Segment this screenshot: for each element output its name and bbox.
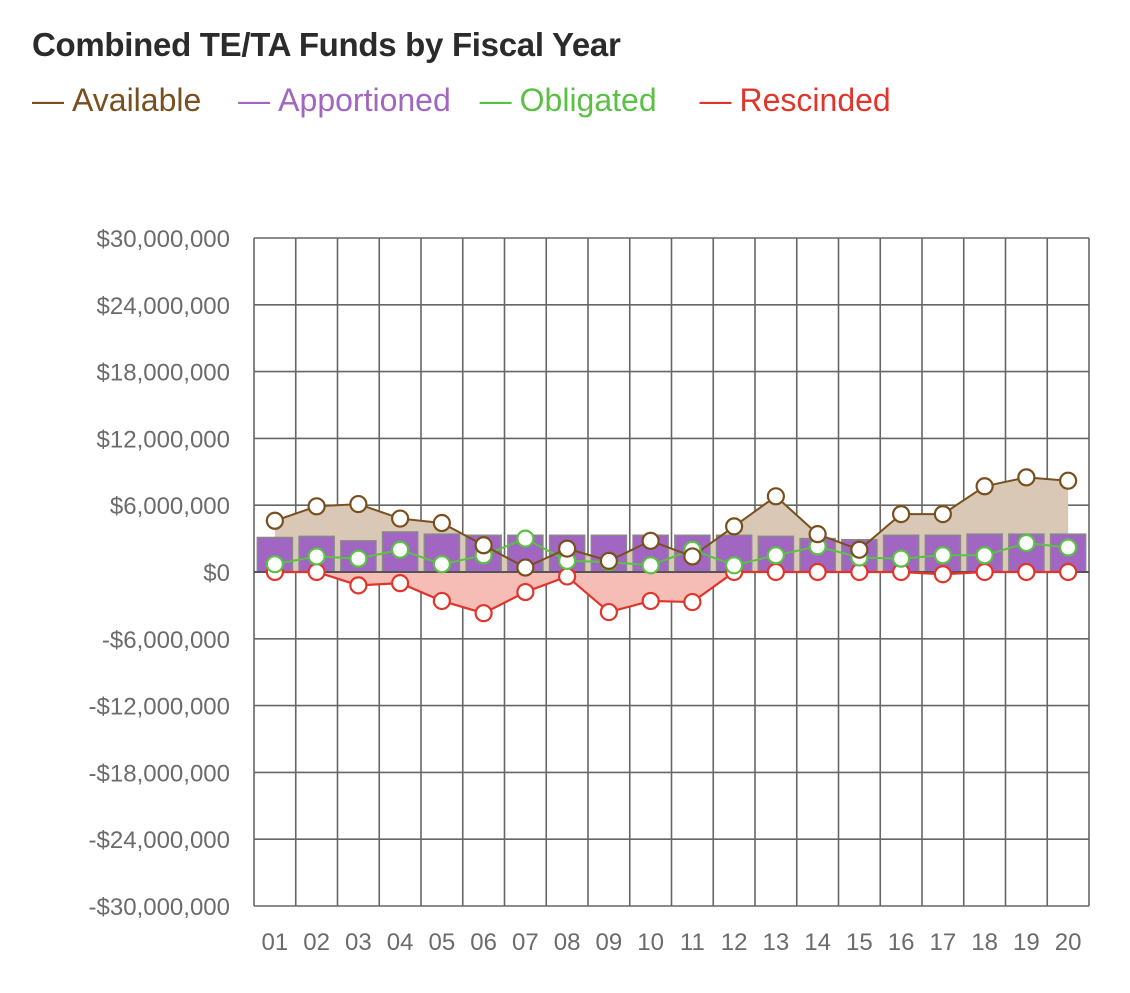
available-point	[975, 477, 994, 496]
obligated-point	[933, 546, 952, 565]
legend-label-rescinded: Rescinded	[739, 82, 891, 118]
rescinded-point	[766, 562, 785, 582]
obligated-point	[975, 546, 994, 565]
rescinded-point	[432, 591, 451, 611]
x-tick-label: 03	[345, 929, 372, 956]
rescinded-point	[1017, 562, 1036, 582]
x-tick-label: 20	[1055, 929, 1082, 956]
available-point	[933, 505, 952, 524]
x-tick-label: 11	[680, 929, 705, 956]
obligated-point	[265, 555, 284, 574]
available-point	[265, 511, 284, 530]
y-tick-label: -$30,000,000	[89, 894, 230, 921]
obligated-point	[892, 549, 911, 568]
y-tick-label: -$12,000,000	[89, 694, 230, 721]
available-point	[641, 531, 660, 550]
rescinded-point	[808, 562, 827, 582]
obligated-point	[307, 547, 326, 566]
x-tick-label: 13	[763, 929, 790, 956]
available-point	[599, 551, 618, 570]
rescinded-point	[1059, 562, 1078, 582]
x-tick-label: 09	[596, 929, 623, 956]
available-point	[516, 558, 535, 577]
x-tick-label: 16	[888, 929, 915, 956]
rescinded-point	[474, 604, 493, 623]
x-tick-label: 14	[804, 929, 831, 956]
x-tick-label: 19	[1013, 929, 1040, 956]
legend-item-obligated: — Obligated	[479, 82, 657, 118]
legend-item-apportioned: — Apportioned	[238, 82, 451, 118]
x-tick-label: 07	[512, 929, 539, 956]
y-tick-label: $30,000,000	[97, 226, 230, 253]
obligated-point	[766, 546, 785, 565]
x-tick-label: 12	[721, 929, 748, 956]
x-tick-label: 08	[554, 929, 581, 956]
available-point	[432, 513, 451, 533]
available-point	[1059, 471, 1078, 490]
available-point	[725, 517, 744, 536]
y-tick-label: -$24,000,000	[89, 827, 230, 854]
obligated-point	[516, 529, 535, 548]
available-point	[474, 536, 493, 555]
y-tick-label: $0	[203, 560, 230, 587]
rescinded-point	[349, 576, 368, 595]
legend-label-obligated: Obligated	[519, 82, 657, 118]
y-tick-label: -$18,000,000	[89, 760, 230, 787]
rescinded-point	[516, 582, 535, 602]
y-tick-label: $6,000,000	[110, 493, 230, 520]
x-tick-label: 18	[971, 929, 998, 956]
chart-title: Combined TE/TA Funds by Fiscal Year	[32, 26, 621, 63]
x-tick-label: 15	[846, 929, 873, 956]
available-point	[307, 497, 326, 516]
available-point	[349, 494, 368, 514]
legend-label-apportioned: Apportioned	[278, 82, 451, 118]
x-tick-label: 04	[387, 929, 414, 956]
rescinded-point	[599, 602, 618, 622]
legend-item-rescinded: — Rescinded	[699, 82, 891, 118]
available-point	[391, 509, 410, 528]
rescinded-point	[307, 562, 326, 582]
available-point	[766, 487, 785, 506]
rescinded-area	[274, 572, 1069, 614]
legend-item-available: — Available	[32, 82, 202, 118]
y-tick-label: $18,000,000	[97, 360, 230, 387]
x-tick-label: 06	[470, 929, 497, 956]
obligated-point	[725, 556, 744, 575]
available-point	[558, 539, 577, 558]
available-point	[683, 547, 702, 566]
x-tick-label: 05	[429, 929, 456, 956]
rescinded-point	[391, 574, 410, 593]
x-tick-label: 01	[262, 929, 289, 956]
rescinded-point	[933, 565, 952, 584]
obligated-point	[391, 540, 410, 559]
obligated-point	[641, 556, 660, 575]
y-tick-label: $12,000,000	[97, 426, 230, 453]
available-point	[850, 540, 869, 559]
obligated-point	[432, 555, 451, 574]
y-tick-label: $24,000,000	[97, 293, 230, 320]
available-point	[1017, 468, 1036, 487]
obligated-point	[1059, 538, 1078, 557]
rescinded-point	[975, 562, 994, 582]
y-tick-label: -$6,000,000	[102, 627, 230, 654]
rescinded-point	[683, 592, 702, 612]
available-point	[892, 505, 911, 524]
available-point	[808, 525, 827, 544]
x-tick-label: 17	[930, 929, 957, 956]
obligated-point	[1017, 533, 1036, 553]
rescinded-point	[558, 567, 577, 586]
legend-label-available: Available	[72, 82, 202, 118]
x-tick-label: 10	[637, 929, 664, 956]
rescinded-point	[641, 591, 660, 611]
x-tick-label: 02	[303, 929, 330, 956]
obligated-point	[349, 549, 368, 568]
chart-legend: — Available — Apportioned — Obligated — Resc…	[32, 82, 911, 119]
